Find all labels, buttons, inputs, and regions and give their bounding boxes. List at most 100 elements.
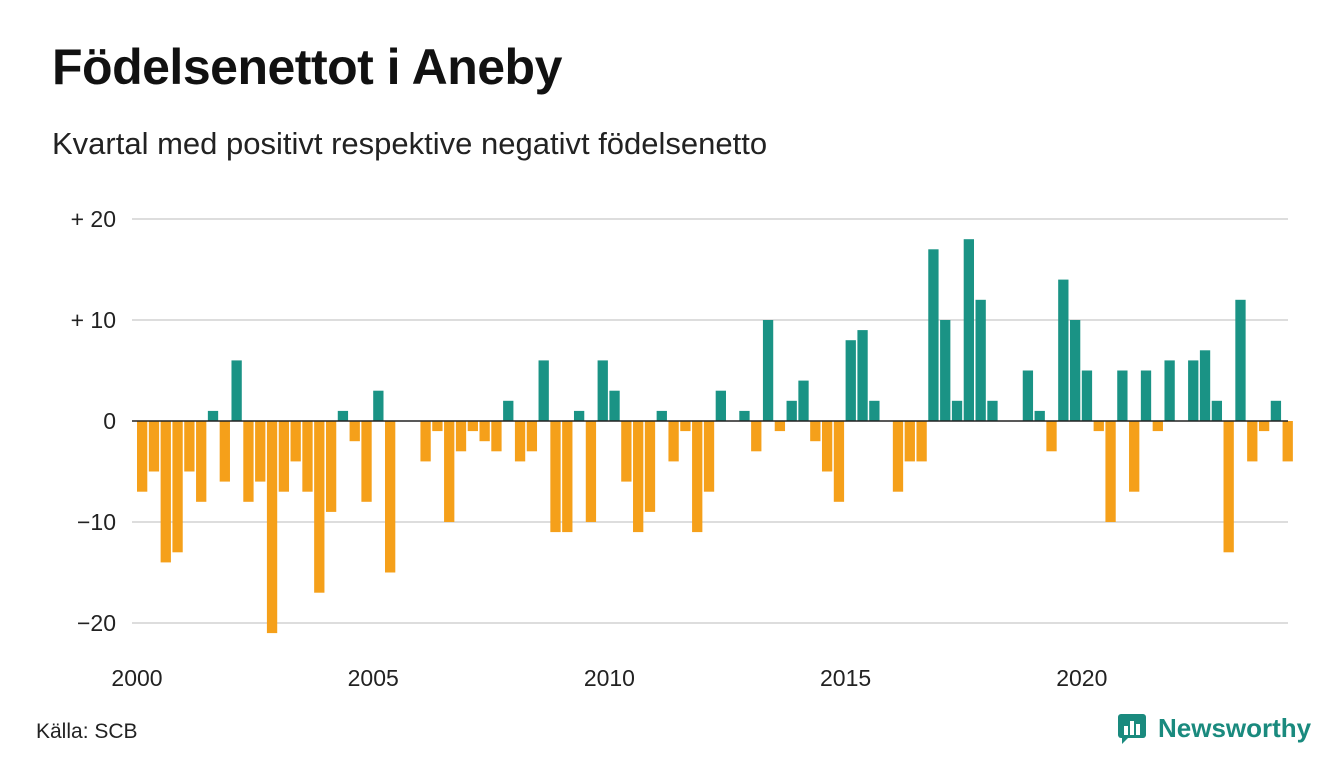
bar-chart: + 20 + 10 0 −10 −20 2000 2005 2010 2015 2020 xyxy=(71,206,1293,691)
bar-negative xyxy=(562,421,573,533)
bar-negative xyxy=(1129,421,1140,492)
bar-negative xyxy=(385,421,396,573)
bar-positive xyxy=(869,400,880,421)
bar-negative xyxy=(644,421,656,512)
bar-negative xyxy=(243,421,254,502)
bar-positive xyxy=(857,330,868,421)
bar-negative xyxy=(196,421,207,502)
bar-negative xyxy=(680,421,691,432)
x-tick-label: 2020 xyxy=(1056,665,1107,691)
bar-negative xyxy=(774,421,786,432)
bar-positive xyxy=(1117,370,1128,421)
x-axis-tick-labels: 2000 2005 2010 2015 2020 xyxy=(111,665,1107,691)
bar-positive xyxy=(715,390,726,421)
bar-positive xyxy=(1069,320,1081,421)
bar-negative xyxy=(479,421,490,442)
bar-negative xyxy=(455,421,467,452)
bar-positive xyxy=(503,400,514,421)
bar-positive xyxy=(987,400,998,421)
bar-positive xyxy=(597,360,608,421)
bar-negative xyxy=(172,421,183,553)
grid-lines xyxy=(132,218,1288,624)
y-tick-label: 0 xyxy=(103,408,116,434)
x-tick-label: 2010 xyxy=(584,665,635,691)
chart-subtitle: Kvartal med positivt respektive negativt… xyxy=(52,126,768,161)
bar-positive xyxy=(975,299,986,421)
y-tick-label: + 10 xyxy=(71,307,116,333)
bar-negative xyxy=(1282,421,1293,462)
bar-negative xyxy=(550,421,561,533)
bar-negative xyxy=(1093,421,1104,432)
bar-positive xyxy=(656,410,667,421)
bar-negative xyxy=(1105,421,1116,522)
x-tick-label: 2000 xyxy=(111,665,162,691)
bar-positive xyxy=(337,410,349,421)
bar-positive xyxy=(538,360,549,421)
bar-positive xyxy=(940,320,951,421)
y-tick-label: + 20 xyxy=(71,206,116,232)
bar-negative xyxy=(892,421,904,492)
bar-negative xyxy=(302,421,313,492)
bar-negative xyxy=(833,421,845,502)
bar-negative xyxy=(444,421,455,522)
bar-positive xyxy=(373,390,384,421)
y-tick-label: −10 xyxy=(77,509,116,535)
bar-negative xyxy=(633,421,644,533)
bar-negative xyxy=(361,421,372,502)
bar-negative xyxy=(432,421,443,432)
bar-negative xyxy=(148,421,160,472)
brand-name: Newsworthy xyxy=(1158,713,1312,743)
bar-negative xyxy=(325,421,337,512)
bar-negative xyxy=(278,421,290,492)
bar-positive xyxy=(1022,370,1034,421)
bar-positive xyxy=(798,380,809,421)
bar-positive xyxy=(1235,299,1246,421)
bar-negative xyxy=(526,421,538,452)
bar-positive xyxy=(963,239,974,421)
bar-negative xyxy=(491,421,502,452)
bar-positive xyxy=(845,340,856,421)
brand-logo[interactable]: Newsworthy xyxy=(1118,713,1311,744)
bar-positive xyxy=(1058,279,1069,421)
y-axis-tick-labels: + 20 + 10 0 −10 −20 xyxy=(71,206,116,636)
bar-positive xyxy=(1164,360,1175,421)
bar-negative xyxy=(668,421,679,462)
bar-positive xyxy=(1140,370,1152,421)
bars xyxy=(137,239,1293,634)
source-note: Källa: SCB xyxy=(36,720,138,743)
bar-negative xyxy=(314,421,325,593)
bar-chart-logo-icon xyxy=(1118,713,1146,744)
bar-negative xyxy=(137,421,148,492)
bar-negative xyxy=(219,421,230,482)
bar-negative xyxy=(1258,421,1270,432)
y-tick-label: −20 xyxy=(77,610,116,636)
bar-negative xyxy=(266,421,278,634)
bar-positive xyxy=(1034,410,1045,421)
bar-negative xyxy=(420,421,431,462)
bar-negative xyxy=(255,421,266,482)
bar-negative xyxy=(585,421,597,522)
x-tick-label: 2005 xyxy=(348,665,399,691)
bar-negative xyxy=(1152,421,1163,432)
bar-negative xyxy=(916,421,927,462)
bar-positive xyxy=(739,410,750,421)
bar-negative xyxy=(810,421,821,442)
bar-positive xyxy=(1270,400,1282,421)
bar-negative xyxy=(184,421,195,472)
bar-negative xyxy=(1247,421,1258,462)
bar-positive xyxy=(207,410,219,421)
bar-negative xyxy=(290,421,301,462)
bar-positive xyxy=(1081,370,1093,421)
bar-positive xyxy=(1211,400,1223,421)
bar-positive xyxy=(573,410,585,421)
chart-title: Födelsenettot i Aneby xyxy=(52,39,562,95)
bar-negative xyxy=(1046,421,1057,452)
bar-negative xyxy=(621,421,632,482)
bar-negative xyxy=(703,421,715,492)
bar-positive xyxy=(928,249,939,421)
bar-negative xyxy=(467,421,478,432)
bar-positive xyxy=(231,360,242,421)
bar-positive xyxy=(1188,360,1199,421)
bar-negative xyxy=(751,421,762,452)
bar-positive xyxy=(951,400,963,421)
